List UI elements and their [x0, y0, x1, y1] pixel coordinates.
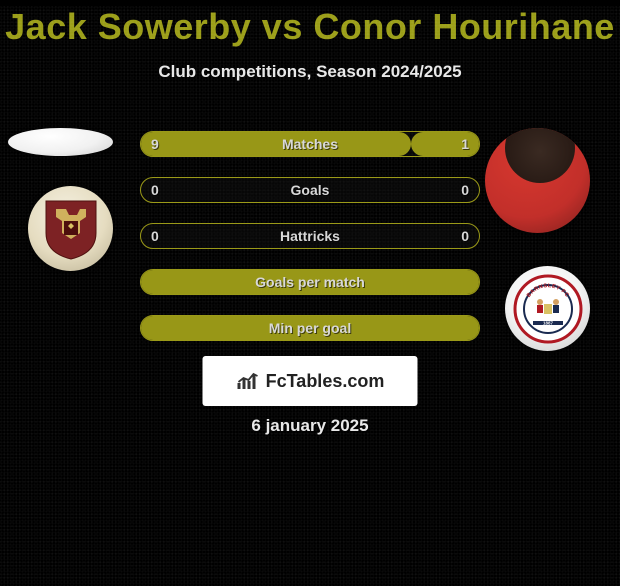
stat-label: Hattricks: [280, 228, 340, 244]
club-crest-left: [28, 186, 113, 271]
club-crest-right: 1887 BARNSLEY FC: [505, 266, 590, 351]
stat-label: Goals: [291, 182, 330, 198]
player-avatar-right: [485, 128, 590, 233]
stat-label: Goals per match: [255, 274, 365, 290]
page-title: Jack Sowerby vs Conor Hourihane: [0, 6, 620, 48]
chart-icon: [236, 371, 260, 391]
stat-row: Hattricks 0 0: [140, 223, 480, 249]
stat-value-right: 0: [461, 228, 469, 244]
bar-fill-left: [141, 132, 411, 156]
stat-row: Goals per match: [140, 269, 480, 295]
stat-label: Matches: [282, 136, 338, 152]
stat-row: Matches 9 1: [140, 131, 480, 157]
stat-value-left: 0: [151, 182, 159, 198]
stat-value-left: 0: [151, 228, 159, 244]
subtitle: Club competitions, Season 2024/2025: [0, 62, 620, 82]
stat-value-left: 9: [151, 136, 159, 152]
watermark: FcTables.com: [203, 356, 418, 406]
date-text: 6 january 2025: [0, 416, 620, 436]
stat-bars: Matches 9 1 Goals 0 0 Hattricks 0 0 Goals per mat…: [140, 131, 480, 361]
stat-row: Min per goal: [140, 315, 480, 341]
svg-text:1887: 1887: [542, 320, 553, 325]
stat-value-right: 0: [461, 182, 469, 198]
stat-row: Goals 0 0: [140, 177, 480, 203]
watermark-text: FcTables.com: [266, 371, 385, 392]
stat-value-right: 1: [461, 136, 469, 152]
player-avatar-left: [8, 128, 113, 156]
stat-label: Min per goal: [269, 320, 351, 336]
